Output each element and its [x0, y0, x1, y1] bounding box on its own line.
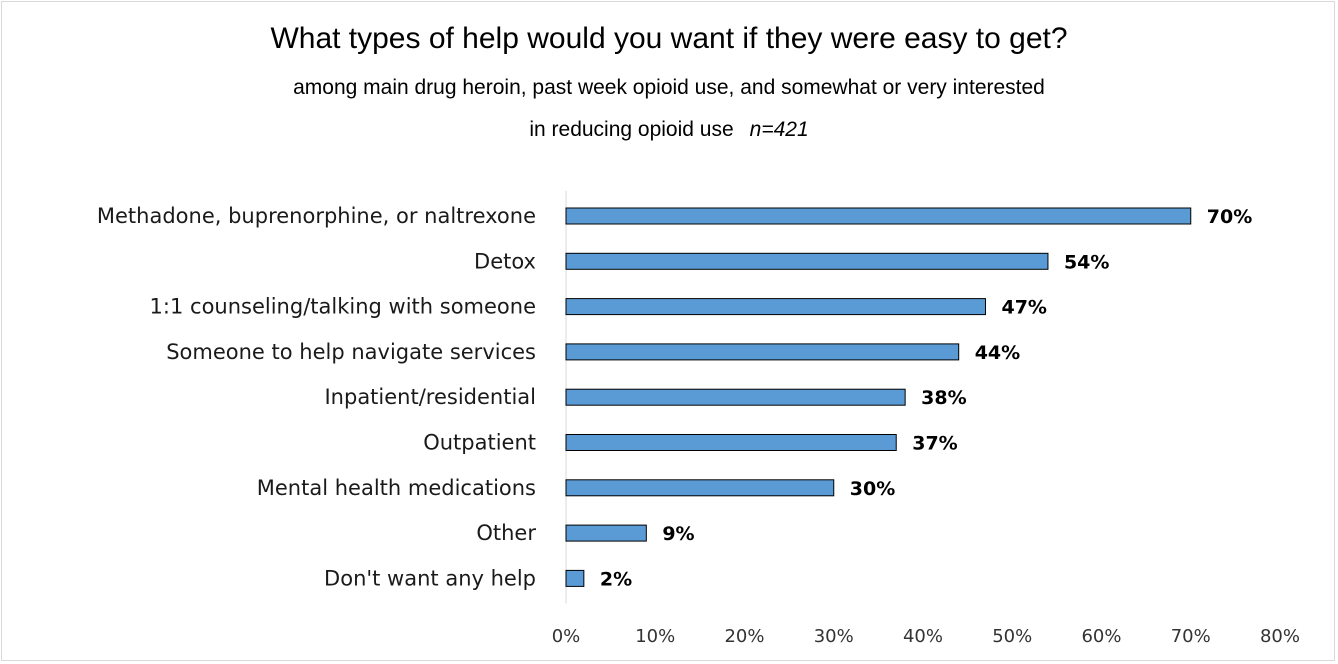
x-tick-label: 0%	[552, 626, 581, 647]
x-tick-label: 60%	[1081, 626, 1121, 647]
category-label: Mental health medications	[257, 476, 536, 500]
chart-subtitle-line2: in reducing opioid use n=421	[0, 118, 1338, 142]
category-label: Other	[476, 521, 536, 545]
x-tick-label: 80%	[1260, 626, 1300, 647]
x-tick-label: 30%	[814, 626, 854, 647]
bar	[565, 343, 960, 361]
x-tick-label: 10%	[635, 626, 675, 647]
bar	[565, 298, 986, 316]
bar	[565, 479, 835, 497]
chart-subtitle-line1: among main drug heroin, past week opioid…	[293, 76, 1045, 99]
data-label: 47%	[1001, 297, 1046, 319]
x-tick-label: 70%	[1171, 626, 1211, 647]
x-tick-label: 50%	[992, 626, 1032, 647]
bar	[565, 434, 897, 451]
bar	[565, 207, 1192, 225]
x-tick-label: 20%	[724, 626, 764, 647]
category-label: Methadone, buprenorphine, or naltrexone	[97, 204, 536, 228]
chart-title: What types of help would you want if the…	[270, 22, 1068, 55]
category-label: Outpatient	[423, 431, 536, 455]
chart-subtitle-text: in reducing opioid use	[529, 118, 734, 141]
category-label: Inpatient/residential	[324, 385, 536, 409]
data-label: 37%	[912, 433, 957, 455]
bar	[565, 524, 647, 542]
category-label: Don't want any help	[324, 566, 536, 590]
data-label: 38%	[921, 387, 966, 409]
data-label: 44%	[975, 342, 1020, 364]
sample-size-label: n=421	[749, 118, 809, 141]
bar	[565, 569, 585, 587]
category-label: 1:1 counseling/talking with someone	[150, 295, 536, 319]
bar	[565, 388, 906, 406]
bar	[565, 252, 1049, 270]
data-label: 54%	[1064, 251, 1109, 273]
data-label: 9%	[662, 523, 694, 545]
category-label: Someone to help navigate services	[166, 340, 536, 364]
x-tick-label: 40%	[903, 626, 943, 647]
data-label: 70%	[1207, 206, 1252, 228]
category-label: Detox	[474, 249, 536, 273]
data-label: 2%	[600, 568, 632, 590]
data-label: 30%	[850, 478, 895, 500]
